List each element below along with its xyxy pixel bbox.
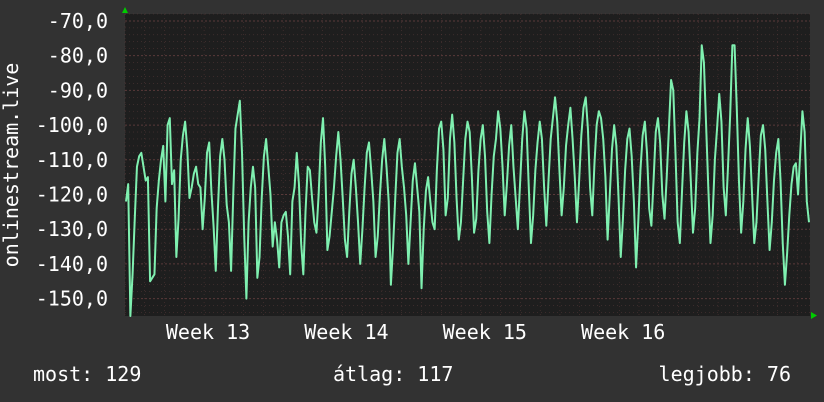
legend-max: legjobb: 76 [659, 362, 791, 386]
legend-max-label: legjobb: [658, 362, 755, 386]
legend-max-value: 76 [766, 362, 791, 386]
series-line [125, 44, 810, 317]
y-tick-label: -110,0 [36, 148, 108, 172]
y-tick-label: -100,0 [36, 113, 108, 137]
legend-average-value: 117 [417, 362, 454, 386]
y-tick-label: -140,0 [36, 252, 108, 276]
x-tick-label: Week 13 [166, 320, 250, 344]
y-tick-label: -150,0 [36, 287, 108, 311]
y-axis-arrow [122, 7, 128, 13]
y-tick-label: -90,0 [48, 78, 108, 102]
legend-current-value: 129 [105, 362, 142, 386]
y-tick-label: -70,0 [48, 9, 108, 33]
x-tick-label: Week 14 [304, 320, 388, 344]
x-tick-labels: Week 13 Week 14 Week 15 Week 16 [166, 320, 665, 344]
x-tick-label: Week 15 [443, 320, 527, 344]
legend-average: átlag: 117 [333, 362, 453, 386]
legend-average-label: átlag: [333, 362, 406, 386]
x-tick-label: Week 16 [581, 320, 665, 344]
y-tick-label: -130,0 [36, 217, 108, 241]
legend-current-label: most: [33, 362, 94, 386]
x-axis-arrow [811, 312, 817, 319]
axis-arrows [122, 7, 817, 319]
legend-current: most: 129 [33, 362, 141, 386]
y-axis-label: onlinestream.live [0, 63, 23, 268]
plot-area [125, 14, 810, 316]
y-tick-label: -80,0 [48, 44, 108, 68]
y-tick-label: -120,0 [36, 183, 108, 207]
y-tick-labels: -70,0 -80,0 -90,0 -100,0 -110,0 -120,0 -130,0 -… [36, 9, 108, 311]
